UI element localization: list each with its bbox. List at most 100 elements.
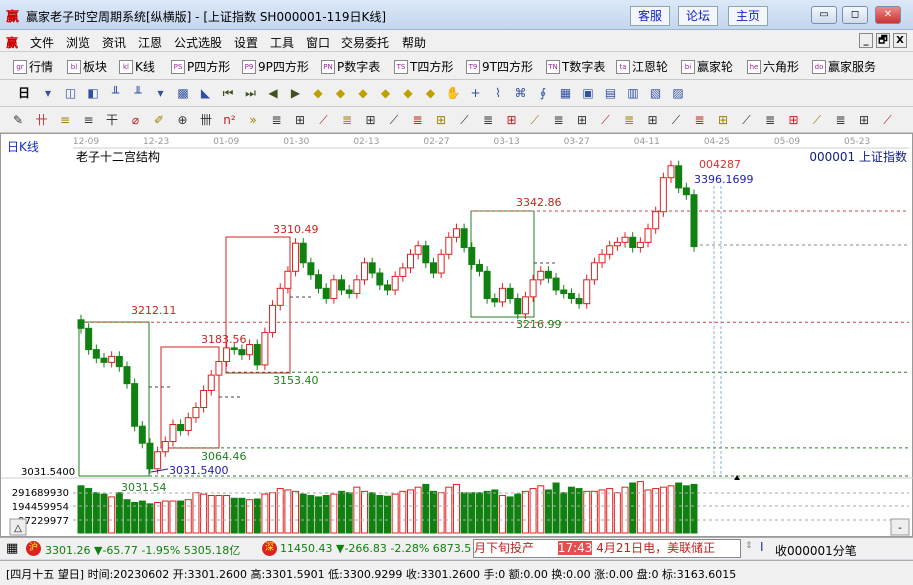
menu-news[interactable]: 资讯 xyxy=(102,36,127,50)
kline-toggle-icon[interactable]: ▩ xyxy=(177,86,189,100)
toolbar-grid-table-button[interactable]: gr 行情 xyxy=(13,58,53,75)
diamond-v-icon[interactable]: ◆ xyxy=(425,86,436,100)
grid-ii-icon[interactable]: 卄 xyxy=(35,113,48,127)
kline-chart[interactable]: 12-09 12-23 01-09 01-30 02-13 02-27 03-13 03-27… xyxy=(0,133,913,537)
toolbar-hexagon-button[interactable]: he 六角形 xyxy=(747,58,799,75)
line-icon[interactable]: ∮ xyxy=(539,86,547,100)
candle-dropdown-icon[interactable]: ▾ xyxy=(157,86,164,100)
diamond-star-icon[interactable]: ◆ xyxy=(403,86,413,100)
menu-settings[interactable]: 设置 xyxy=(234,36,259,50)
diamond-x-icon[interactable]: ◆ xyxy=(380,86,391,100)
calendar-icon[interactable]: ▦ xyxy=(559,86,572,100)
draw-icon[interactable]: ⌇ xyxy=(495,86,501,100)
angle-bar-icon[interactable]: ⊞ xyxy=(788,113,799,127)
next-icon[interactable]: ▶ xyxy=(290,86,301,100)
period-selector[interactable]: 日 xyxy=(17,86,30,100)
speed-icon[interactable]: ≣ xyxy=(623,113,635,127)
shenzhen-index-quote[interactable]: 11450.43 ▼-266.83 -2.28% 6873.5 xyxy=(280,542,472,555)
infinity-icon[interactable]: ⟋ xyxy=(883,113,892,127)
menu-gann[interactable]: 江恩 xyxy=(138,36,163,50)
percent-red-icon[interactable]: ⊞ xyxy=(506,113,517,127)
calculator-icon[interactable]: ▣ xyxy=(582,86,594,100)
table-icon[interactable]: ≣ xyxy=(835,113,846,127)
rect-line-icon[interactable]: ≣ xyxy=(271,113,282,127)
scroll-arrows-icon[interactable]: ⇕ xyxy=(745,541,753,551)
grid-red-icon[interactable]: ≣ xyxy=(412,113,423,127)
toolbar-PS-button[interactable]: PS P四方形 xyxy=(171,58,230,75)
toolbar-target-button[interactable]: ta 江恩轮 xyxy=(616,58,668,75)
gold-sq-icon[interactable]: ⟋ xyxy=(671,113,681,127)
save-icon[interactable]: ▥ xyxy=(627,86,639,100)
angle-icon[interactable]: ⊞ xyxy=(365,113,376,127)
toolbar-kline-button[interactable]: kl K线 xyxy=(119,58,155,75)
angle-wave-icon[interactable]: ≣ xyxy=(764,113,776,127)
fan-red-icon[interactable]: ⊞ xyxy=(294,113,306,127)
flag-icon[interactable]: ◣ xyxy=(200,86,211,100)
angle-gold-icon[interactable]: ⟋ xyxy=(742,113,751,127)
chart-9-icon[interactable]: ╨ xyxy=(134,86,142,100)
menu-window[interactable]: 窗口 xyxy=(306,36,331,50)
gold-2-icon[interactable]: ≡ xyxy=(83,113,94,127)
marker-icon[interactable]: ✐ xyxy=(153,113,165,127)
minimize-button[interactable]: ▭ xyxy=(811,6,837,24)
toolbar-big-button[interactable]: bi 赢家轮 xyxy=(681,58,733,75)
period-dropdown-icon[interactable]: ▾ xyxy=(44,86,52,100)
chart-canvas[interactable]: 12-09 12-23 01-09 01-30 02-13 02-27 03-13 03-27… xyxy=(1,134,913,538)
print-icon[interactable]: ▨ xyxy=(672,86,684,100)
spiral-icon[interactable]: ⌀ xyxy=(131,113,140,127)
toolbar-PN-button[interactable]: PN P数字表 xyxy=(321,58,380,75)
v-line-icon[interactable]: ⟋ xyxy=(389,113,399,127)
toolbar-dollar-button[interactable]: do 赢家服务 xyxy=(812,58,876,75)
news-ticker[interactable]: 月下旬投产 17:43 4月21日电，美联储正 xyxy=(473,539,741,558)
menu-tools[interactable]: 工具 xyxy=(270,36,295,50)
mdi-minimize-button[interactable]: _ xyxy=(859,33,873,48)
toolbar-TS-button[interactable]: TS T四方形 xyxy=(394,58,453,75)
first-icon[interactable]: ⏮ xyxy=(222,86,234,100)
gold-coin-icon[interactable]: ⊞ xyxy=(576,113,588,127)
circle-grid-icon[interactable]: ⊕ xyxy=(177,113,188,127)
menu-browse[interactable]: 浏览 xyxy=(66,36,91,50)
bars-icon[interactable]: ≣ xyxy=(482,113,494,127)
node-icon[interactable]: ⌘ xyxy=(514,86,527,100)
angle-red-icon[interactable]: ≣ xyxy=(694,113,705,127)
mdi-restore-button[interactable]: 🗗 xyxy=(876,33,890,48)
menu-formula[interactable]: 公式选股 xyxy=(174,36,223,50)
pen-icon[interactable]: ✎ xyxy=(12,113,24,127)
close-button[interactable]: ✕ xyxy=(875,6,901,24)
maximize-button[interactable]: ◻ xyxy=(842,6,868,24)
mdi-close-button[interactable]: X xyxy=(893,33,907,48)
shanghai-index-quote[interactable]: 3301.26 ▼-65.77 -1.95% 5305.18亿 xyxy=(45,544,241,557)
hand-icon[interactable]: ✋ xyxy=(445,86,461,100)
menu-file[interactable]: 文件 xyxy=(30,36,55,50)
forum-link[interactable]: 论坛 xyxy=(678,6,718,26)
diamond-left-icon[interactable]: ◆ xyxy=(313,86,323,100)
parallel-icon[interactable]: ⟋ xyxy=(460,113,469,127)
homepage-link[interactable]: 主页 xyxy=(728,6,768,26)
window-icon[interactable]: ◫ xyxy=(64,86,77,100)
customer-service-link[interactable]: 客服 xyxy=(630,6,670,26)
expand-up-button[interactable] xyxy=(9,518,27,536)
taiji-icon[interactable]: ⊞ xyxy=(858,113,870,127)
percent-lines-icon[interactable]: ≣ xyxy=(553,113,564,127)
hash-icon[interactable]: 卌 xyxy=(199,113,212,127)
star-sq-icon[interactable]: ⊞ xyxy=(647,113,658,127)
menu-help[interactable]: 帮助 xyxy=(402,36,427,50)
gold-1-icon[interactable]: ≡ xyxy=(59,113,71,127)
grid-dark-icon[interactable]: ⊞ xyxy=(435,113,447,127)
diamond-up-icon[interactable]: ◆ xyxy=(335,86,346,100)
fib-icon[interactable]: 干 xyxy=(105,113,118,127)
info-icon[interactable]: ◧ xyxy=(87,86,99,100)
box-fan-icon[interactable]: ≣ xyxy=(341,113,353,127)
percent-icon[interactable]: ⟋ xyxy=(530,113,540,127)
more-icon[interactable]: » xyxy=(249,113,257,127)
angle-z-icon[interactable]: ⟋ xyxy=(812,113,822,127)
toolbar-blocks-button[interactable]: bl 板块 xyxy=(67,58,107,75)
calendar-icon[interactable]: ▦ xyxy=(6,541,19,556)
toolbar-T9-button[interactable]: T9 9T四方形 xyxy=(466,58,533,75)
diamond-h-icon[interactable]: ◆ xyxy=(358,86,368,100)
chart-3-icon[interactable]: ╨ xyxy=(111,86,120,100)
angle-F-icon[interactable]: ⊞ xyxy=(717,113,729,127)
toolbar-TN-button[interactable]: TN T数字表 xyxy=(546,58,605,75)
prev-icon[interactable]: ◀ xyxy=(268,86,278,100)
crosshair-icon[interactable]: + xyxy=(470,86,481,100)
